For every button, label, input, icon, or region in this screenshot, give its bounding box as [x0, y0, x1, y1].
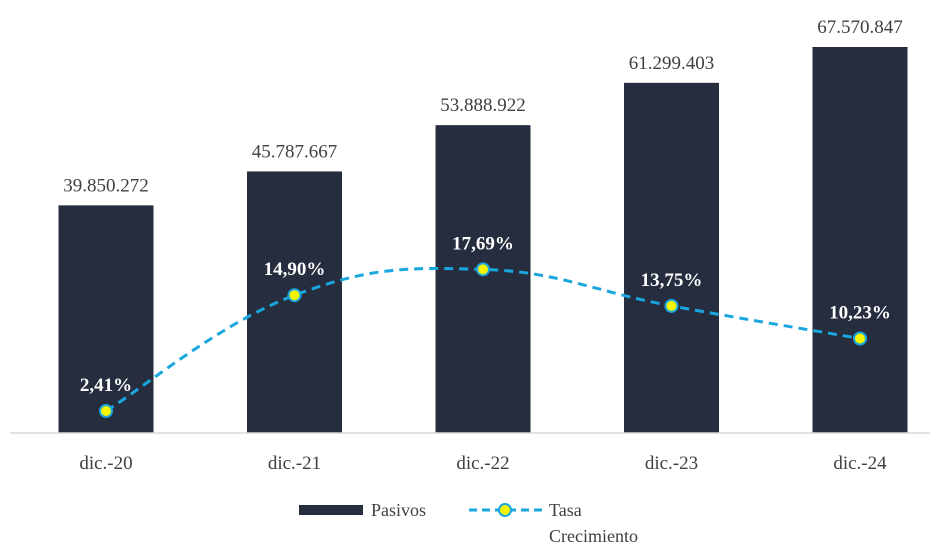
- bar-dic.-21: [247, 171, 342, 434]
- category-label: dic.-23: [645, 453, 698, 474]
- category-label: dic.-21: [268, 453, 321, 474]
- rate-label: 2,41%: [80, 375, 132, 396]
- category-label: dic.-22: [456, 453, 509, 474]
- category-labels: dic.-20 dic.-21 dic.-22 dic.-23 dic.-24: [79, 453, 887, 474]
- rate-marker: [287, 288, 302, 303]
- rate-markers: [99, 262, 867, 418]
- bar-dic.-20: [58, 205, 154, 433]
- rate-label: 17,69%: [452, 233, 514, 254]
- bar-dic.-22: [435, 125, 531, 433]
- rate-marker: [853, 331, 867, 346]
- category-label: dic.-24: [833, 453, 887, 474]
- bar-value-label: 39.850.272: [63, 175, 149, 196]
- rate-marker: [476, 262, 490, 277]
- bar-series: [58, 47, 908, 434]
- legend-label-pasivos: Pasivos: [371, 500, 426, 520]
- bar-value-labels: 39.850.272 45.787.667 53.888.922 61.299.403…: [63, 17, 903, 196]
- rate-marker: [664, 298, 679, 313]
- legend-label-tasa-line1: Tasa: [549, 500, 582, 520]
- bar-value-label: 61.299.403: [629, 53, 715, 74]
- bar-dic.-23: [624, 82, 719, 433]
- rate-label: 14,90%: [264, 259, 326, 280]
- rate-marker: [99, 404, 113, 418]
- bar-value-label: 67.570.847: [817, 17, 903, 38]
- legend-swatch-tasa-marker: [498, 503, 512, 517]
- bar-dic.-24: [812, 47, 908, 433]
- bar-value-label: 45.787.667: [252, 141, 338, 162]
- bar-value-label: 53.888.922: [440, 95, 526, 116]
- legend-label-tasa-line2: Crecimiento: [549, 526, 638, 546]
- legend-swatch-pasivos: [299, 505, 363, 515]
- rate-labels: 2,41% 14,90% 17,69% 13,75% 10,23%: [80, 233, 891, 396]
- category-label: dic.-20: [79, 453, 132, 474]
- rate-label: 13,75%: [641, 270, 703, 291]
- legend: Pasivos Tasa Crecimiento: [299, 500, 638, 546]
- rate-label: 10,23%: [829, 303, 891, 324]
